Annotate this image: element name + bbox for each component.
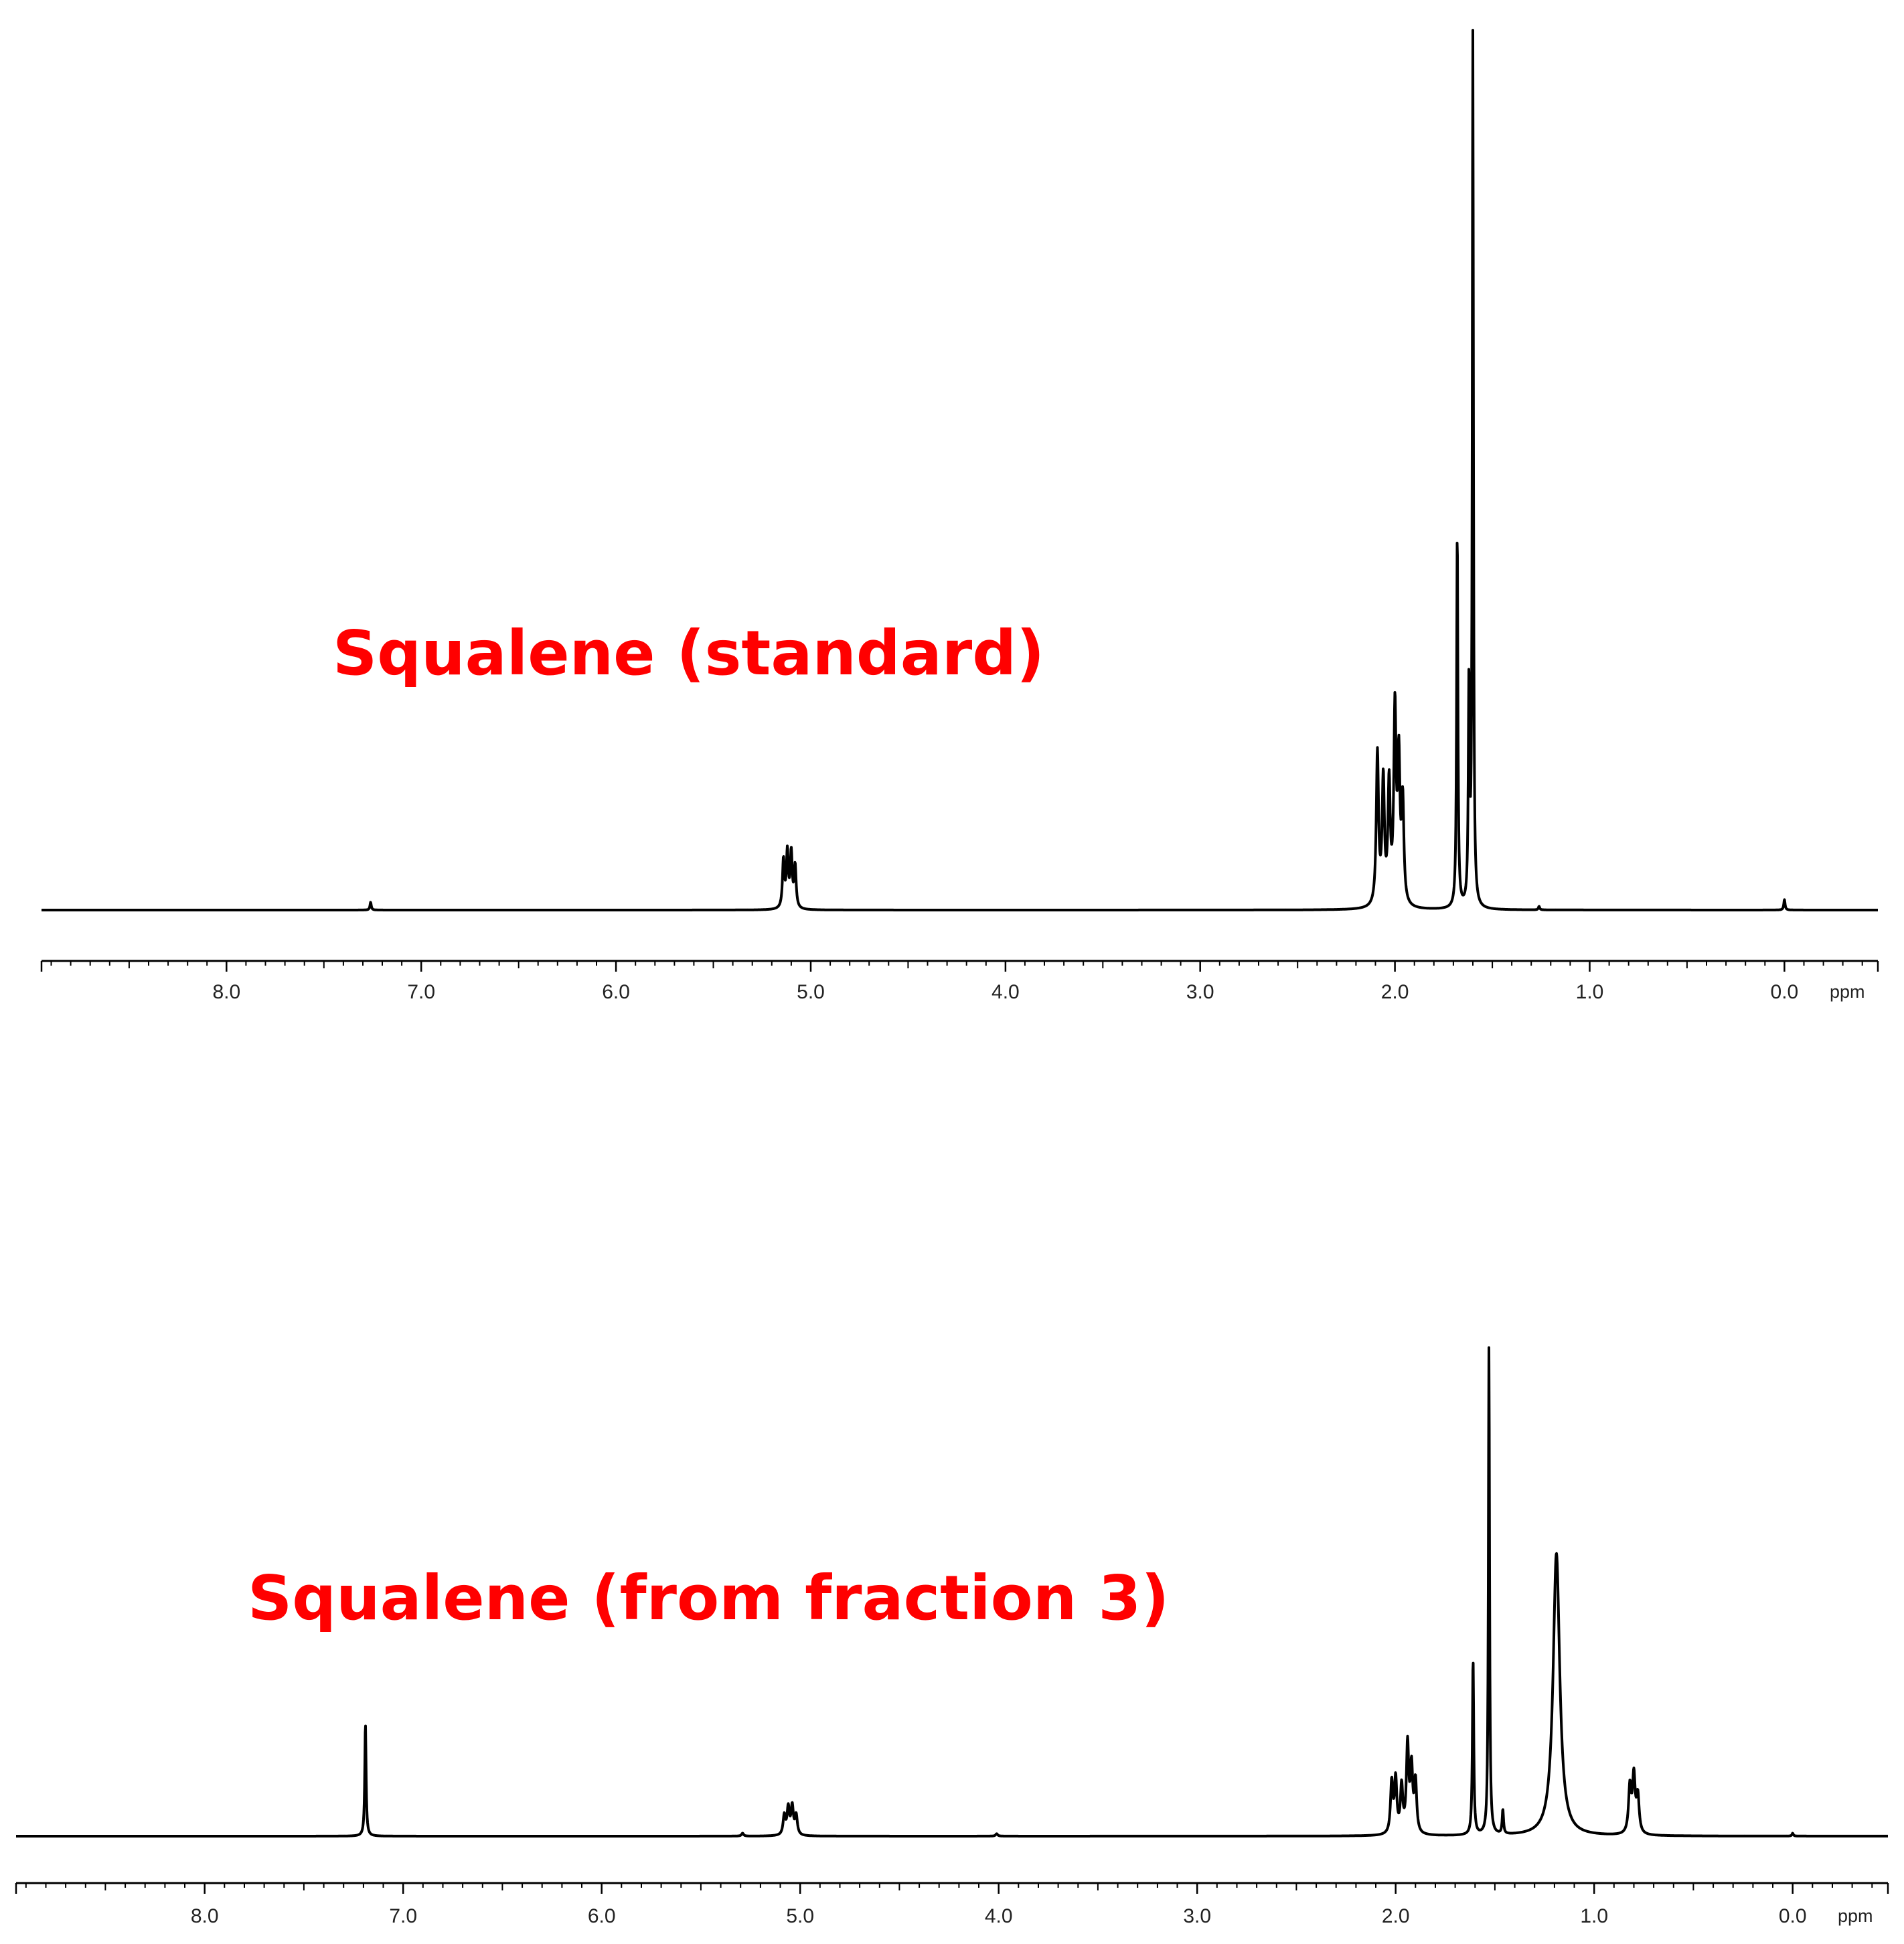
spectrum-panel-fraction-3: Squalene (from fraction 3) 8.0 7.0 6.0 5.0 4… (15, 1346, 1889, 1927)
tick-label: 5.0 (786, 1905, 814, 1927)
tick-label: 4.0 (985, 1905, 1013, 1927)
ppm-ticks-standard: 8.0 7.0 6.0 5.0 4.0 3.0 2.0 1.0 0.0 (40, 961, 1879, 1003)
ppm-unit-label-fraction-3: ppm (1838, 1906, 1873, 1926)
spectrum-trace-standard (40, 29, 1879, 911)
ppm-ticks-fraction-3: 8.0 7.0 6.0 5.0 4.0 3.0 2.0 1.0 0.0 (15, 1883, 1889, 1927)
tick-label: 8.0 (212, 981, 240, 1003)
spectrum-label-standard: Squalene (standard) (333, 617, 1044, 689)
ppm-unit-label-standard: ppm (1830, 982, 1865, 1002)
tick-label: 6.0 (602, 981, 630, 1003)
tick-label: 1.0 (1576, 981, 1604, 1003)
tick-label: 8.0 (191, 1905, 219, 1927)
tick-label: 7.0 (407, 981, 435, 1003)
spectrum-panel-standard: Squalene (standard) 8.0 7.0 6.0 5.0 4.0 3.0 2.… (40, 29, 1879, 1003)
tick-label: 5.0 (797, 981, 825, 1003)
tick-label: 3.0 (1183, 1905, 1211, 1927)
tick-label: 3.0 (1186, 981, 1214, 1003)
tick-label: 0.0 (1771, 981, 1799, 1003)
tick-label: 2.0 (1382, 1905, 1410, 1927)
tick-label: 4.0 (991, 981, 1020, 1003)
tick-label: 1.0 (1580, 1905, 1608, 1927)
tick-label: 6.0 (588, 1905, 616, 1927)
tick-label: 2.0 (1381, 981, 1409, 1003)
tick-label: 0.0 (1779, 1905, 1807, 1927)
tick-label: 7.0 (389, 1905, 417, 1927)
spectrum-label-fraction-3: Squalene (from fraction 3) (248, 1562, 1169, 1634)
spectrum-trace-fraction-3 (15, 1346, 1889, 1838)
